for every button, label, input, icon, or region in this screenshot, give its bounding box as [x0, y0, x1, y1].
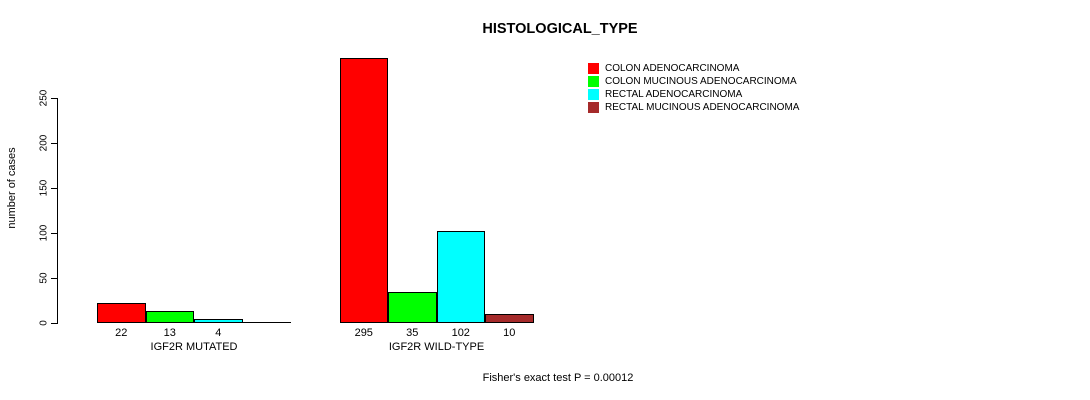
legend-swatch	[588, 102, 599, 113]
bar-value-label: 102	[451, 327, 470, 339]
y-tick-label: 250	[38, 89, 50, 107]
bar	[339, 57, 388, 323]
bar	[485, 314, 534, 323]
legend-label: RECTAL MUCINOUS ADENOCARCINOMA	[605, 102, 800, 113]
y-tick-mark	[51, 143, 58, 144]
y-tick-label: 200	[38, 134, 50, 152]
bar	[436, 231, 485, 323]
y-axis-line	[57, 98, 58, 323]
bar-value-label: 295	[354, 327, 373, 339]
legend-label: RECTAL ADENOCARCINOMA	[605, 89, 743, 100]
bar	[145, 311, 194, 323]
bar-value-label: 10	[503, 327, 516, 339]
chart-title: HISTOLOGICAL_TYPE	[482, 21, 638, 37]
y-tick-label: 0	[38, 320, 50, 326]
legend-label: COLON MUCINOUS ADENOCARCINOMA	[605, 76, 797, 87]
y-tick-mark	[51, 98, 58, 99]
bar	[194, 319, 243, 323]
fisher-test-annotation: Fisher's exact test P = 0.00012	[482, 372, 634, 384]
legend-label: COLON ADENOCARCINOMA	[605, 63, 740, 74]
legend-swatch	[588, 63, 599, 74]
legend-item: RECTAL ADENOCARCINOMA	[588, 88, 799, 101]
y-tick-mark	[51, 233, 58, 234]
bar-value-label: 22	[115, 327, 128, 339]
legend-item: RECTAL MUCINOUS ADENOCARCINOMA	[588, 101, 799, 114]
bar	[97, 303, 146, 323]
bar	[388, 291, 437, 323]
y-tick-label: 150	[38, 179, 50, 197]
y-tick-mark	[51, 323, 58, 324]
bar-value-label: 4	[215, 327, 222, 339]
y-tick-mark	[51, 188, 58, 189]
bar-value-label: 35	[406, 327, 419, 339]
y-tick-mark	[51, 278, 58, 279]
zero-height-bar	[242, 322, 291, 323]
legend-item: COLON ADENOCARCINOMA	[588, 62, 799, 75]
group-label: IGF2R MUTATED	[150, 341, 238, 353]
legend-swatch	[588, 76, 599, 87]
group-label: IGF2R WILD-TYPE	[388, 341, 485, 353]
y-tick-label: 100	[38, 224, 50, 242]
legend: COLON ADENOCARCINOMA COLON MUCINOUS ADENO…	[588, 62, 799, 114]
bar-value-label: 13	[163, 327, 176, 339]
y-tick-label: 50	[38, 272, 50, 284]
legend-swatch	[588, 89, 599, 100]
y-axis-label: number of cases	[6, 147, 18, 229]
legend-item: COLON MUCINOUS ADENOCARCINOMA	[588, 75, 799, 88]
